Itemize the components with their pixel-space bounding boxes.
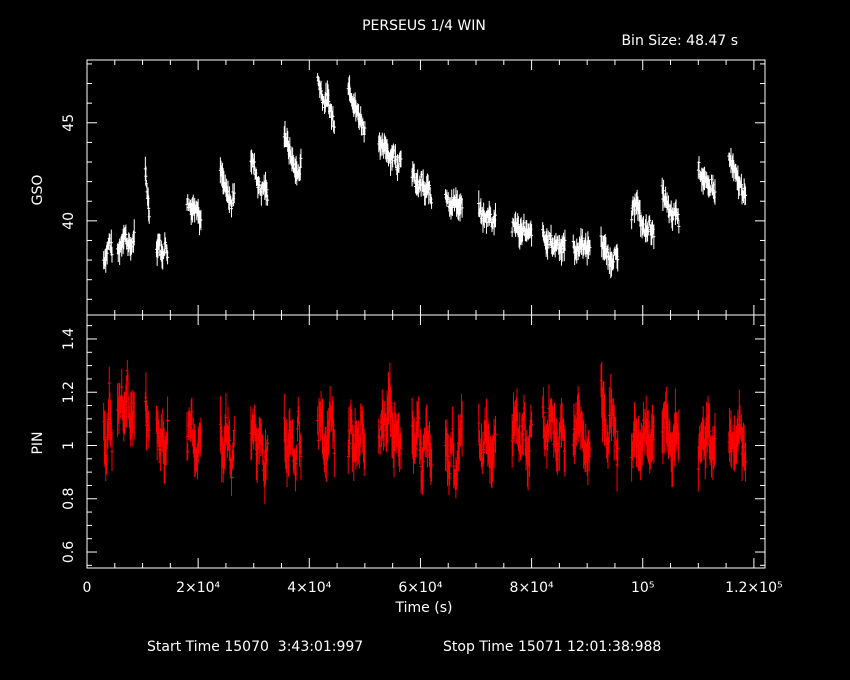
stop-time-label: Stop Time 15071 12:01:38:988 [443, 639, 661, 655]
top-y-axis-label: GSO [30, 175, 46, 206]
y-tick-label: 1.4 [61, 328, 77, 350]
x-tick-label: 0 [83, 580, 92, 596]
start-time-label: Start Time 15070 3:43:01:997 [147, 639, 363, 655]
gso-panel: 40 45 [61, 59, 766, 316]
x-tick-label: 6×10⁴ [398, 580, 442, 596]
y-tick-label: 1.2 [61, 381, 77, 403]
bin-size-label: Bin Size: 48.47 s [621, 33, 738, 49]
pin-frame [86, 314, 766, 569]
y-tick-label: 1 [61, 441, 77, 450]
y-tick-label: 45 [61, 114, 77, 132]
y-tick-label: 0.6 [61, 541, 77, 563]
y-tick-label: 40 [61, 212, 77, 230]
y-tick-label: 0.8 [61, 488, 77, 510]
chart-title: PERSEUS 1/4 WIN [362, 18, 486, 34]
x-tick-label: 10⁵ [631, 580, 654, 596]
x-tick-label: 1.2×10⁵ [725, 580, 782, 596]
x-axis-label: Time (s) [395, 600, 453, 616]
x-tick-label: 2×10⁴ [176, 580, 220, 596]
x-tick-label: 8×10⁴ [510, 580, 554, 596]
bottom-y-axis-label: PIN [30, 431, 46, 454]
x-tick-label: 4×10⁴ [287, 580, 331, 596]
pin-panel: 0.6 0.8 1 1.2 1.4 0 2×10⁴ 4×10⁴ 6×10⁴ 8×10⁴ 10⁵ 1.2… [61, 314, 783, 596]
